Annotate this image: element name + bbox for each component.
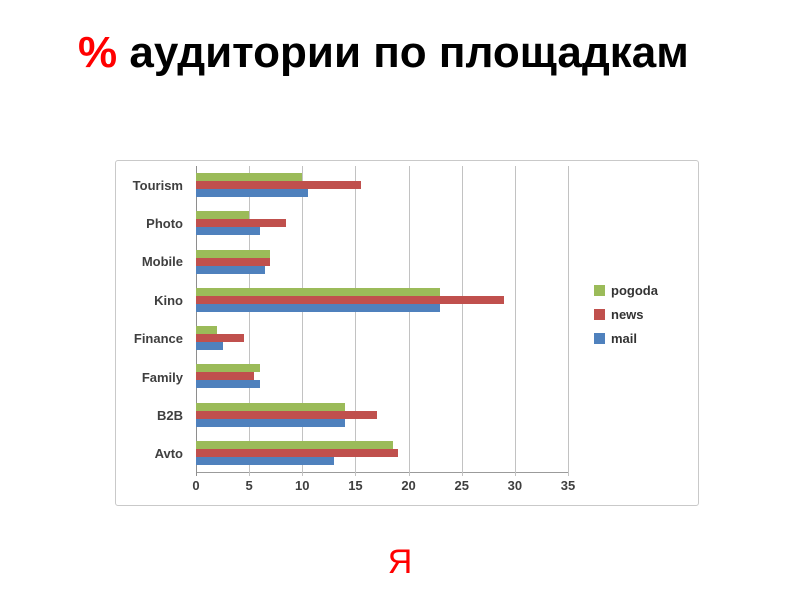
x-tick-label: 20 (401, 478, 416, 493)
bar-chart: Tourism Photo Mobile Kino Finance Family B2B Av… (115, 160, 699, 506)
legend-swatch-news (594, 309, 605, 320)
bar-pogoda (196, 440, 393, 449)
bar-news (196, 257, 271, 266)
plot-area (196, 166, 569, 476)
legend-item: mail (594, 331, 658, 346)
legend-label: news (611, 307, 644, 322)
bar-group (196, 357, 568, 395)
page-title: % аудитории по площадкам (78, 28, 689, 78)
bar-mail (196, 380, 260, 389)
bar-news (196, 219, 287, 228)
gridlines (196, 166, 569, 476)
x-tick-label: 30 (507, 478, 523, 493)
bar-news (196, 372, 255, 381)
legend-label: pogoda (611, 283, 658, 298)
gridline (408, 166, 410, 476)
bar-news (196, 448, 398, 457)
category-label: Family (141, 369, 183, 385)
category-label: Photo (146, 216, 183, 232)
bar-pogoda (196, 287, 441, 296)
bar-pogoda (196, 364, 260, 373)
legend-item: news (594, 307, 658, 322)
bar-group (196, 166, 568, 204)
bar-group (196, 281, 568, 319)
gridline (461, 166, 463, 476)
legend-item: pogoda (594, 283, 658, 298)
bar-news (196, 410, 377, 419)
axis-line (196, 166, 197, 476)
bar-mail (196, 342, 223, 351)
category-label: B2B (156, 407, 183, 423)
bar-group (196, 243, 568, 281)
gridline (249, 166, 251, 476)
bar-group (196, 396, 568, 434)
bar-news (196, 181, 361, 190)
category-label: Kino (154, 292, 183, 308)
legend-swatch-pogoda (594, 285, 605, 296)
gridline (514, 166, 516, 476)
x-tick-label: 5 (245, 478, 253, 493)
x-tick-label: 35 (560, 478, 576, 493)
bar-mail (196, 456, 335, 465)
bar-mail (196, 227, 260, 236)
bar-pogoda (196, 249, 271, 258)
bar-rows (196, 166, 568, 472)
x-tick-label: 25 (454, 478, 469, 493)
category-label: Tourism (132, 177, 183, 193)
bar-mail (196, 189, 308, 198)
bar-group (196, 319, 568, 357)
category-axis: Tourism Photo Mobile Kino Finance Family B2B Av… (120, 166, 190, 473)
x-tick-label: 0 (192, 478, 200, 493)
category-label: Avto (154, 446, 183, 462)
gridline (355, 166, 357, 476)
legend: pogoda news mail (594, 283, 658, 346)
title-percent-accent: % (78, 28, 118, 77)
footer-letter: Я (387, 543, 413, 581)
bar-mail (196, 265, 266, 274)
bar-pogoda (196, 326, 218, 335)
bar-group (196, 434, 568, 472)
bar-pogoda (196, 402, 345, 411)
category-label: Mobile (141, 254, 183, 270)
x-axis: 0 5 10 15 20 25 30 35 (192, 478, 575, 496)
bar-news (196, 295, 505, 304)
gridline (568, 166, 569, 476)
bar-group (196, 204, 568, 242)
gridline (302, 166, 304, 476)
bar-mail (196, 303, 441, 312)
bar-pogoda (196, 173, 303, 182)
bar-mail (196, 418, 345, 427)
x-tick-label: 10 (295, 478, 310, 493)
legend-swatch-mail (594, 333, 605, 344)
bar-pogoda (196, 211, 250, 220)
x-tick-label: 15 (348, 478, 363, 493)
legend-label: mail (611, 331, 638, 346)
category-label: Finance (133, 331, 183, 347)
bar-news (196, 334, 244, 343)
title-text: аудитории по площадкам (117, 28, 689, 77)
